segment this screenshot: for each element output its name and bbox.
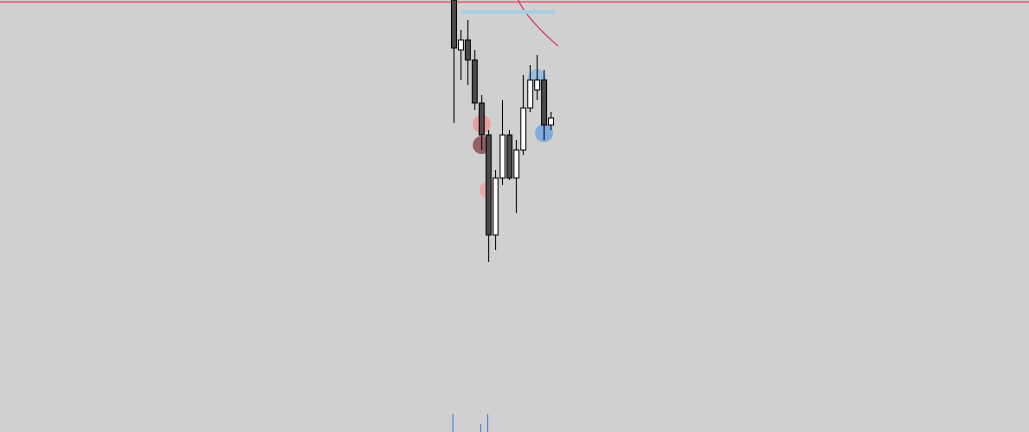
candle-body — [506, 134, 513, 179]
candle-body — [457, 39, 464, 51]
candle-body — [485, 134, 492, 236]
candle-body — [478, 102, 485, 136]
candle-body — [451, 0, 457, 49]
candle-body — [513, 149, 520, 179]
candle-body — [464, 39, 471, 61]
candle-body — [499, 134, 506, 179]
candle-body — [471, 59, 478, 104]
candle-body — [520, 107, 527, 151]
candle-body — [527, 79, 534, 109]
candle-body — [548, 117, 555, 126]
candle-body — [492, 177, 499, 236]
candle-body — [534, 79, 541, 91]
candle-body — [541, 79, 548, 126]
drawing-curve — [517, 0, 559, 47]
